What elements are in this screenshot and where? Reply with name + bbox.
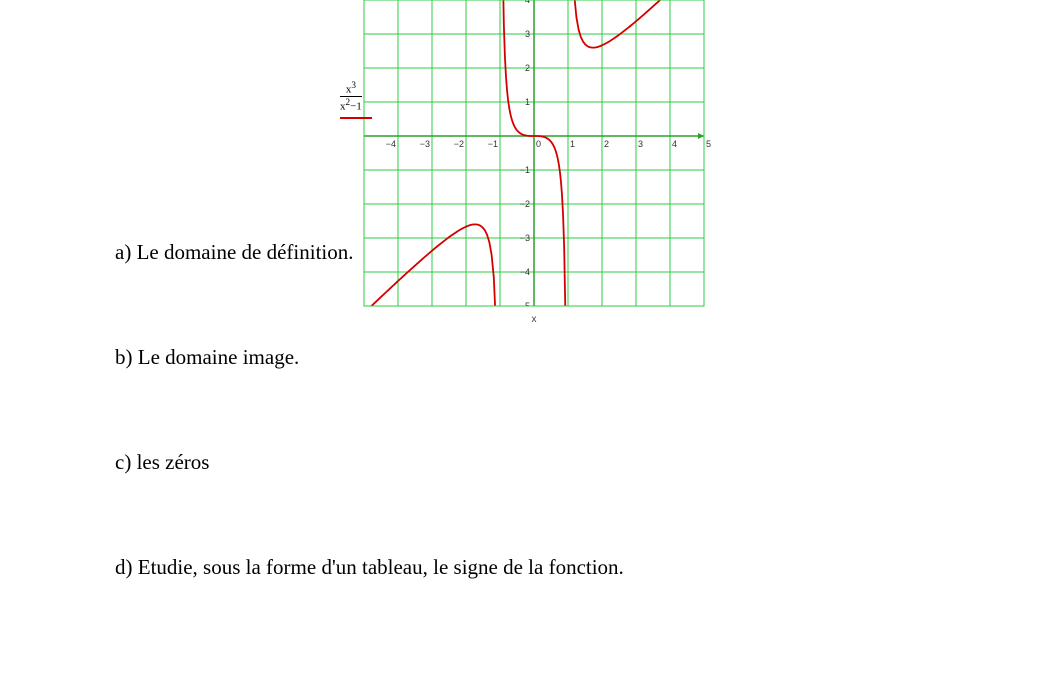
svg-text:2: 2: [604, 139, 609, 149]
svg-text:−1: −1: [488, 139, 498, 149]
question-c: c) les zéros: [115, 450, 624, 475]
svg-text:−2: −2: [454, 139, 464, 149]
svg-text:2: 2: [525, 63, 530, 73]
svg-text:1: 1: [525, 97, 530, 107]
svg-text:4: 4: [525, 0, 530, 5]
question-d: d) Etudie, sous la forme d'un tableau, l…: [115, 555, 624, 580]
svg-text:1: 1: [570, 139, 575, 149]
legend: x3 x2−1: [340, 80, 394, 119]
svg-text:5: 5: [706, 139, 711, 149]
legend-den-tail: −1: [350, 100, 362, 112]
legend-formula: x3 x2−1: [340, 80, 362, 113]
question-list: a) Le domaine de définition. b) Le domai…: [115, 240, 624, 660]
question-a: a) Le domaine de définition.: [115, 240, 624, 265]
svg-text:−1: −1: [520, 165, 530, 175]
svg-text:0: 0: [536, 139, 541, 149]
svg-text:4: 4: [672, 139, 677, 149]
legend-num-exp: 3: [351, 80, 356, 90]
svg-text:−3: −3: [420, 139, 430, 149]
svg-text:3: 3: [525, 29, 530, 39]
svg-text:3: 3: [638, 139, 643, 149]
question-b: b) Le domaine image.: [115, 345, 624, 370]
svg-text:−4: −4: [386, 139, 396, 149]
svg-text:−2: −2: [520, 199, 530, 209]
legend-color-swatch: [340, 117, 372, 119]
